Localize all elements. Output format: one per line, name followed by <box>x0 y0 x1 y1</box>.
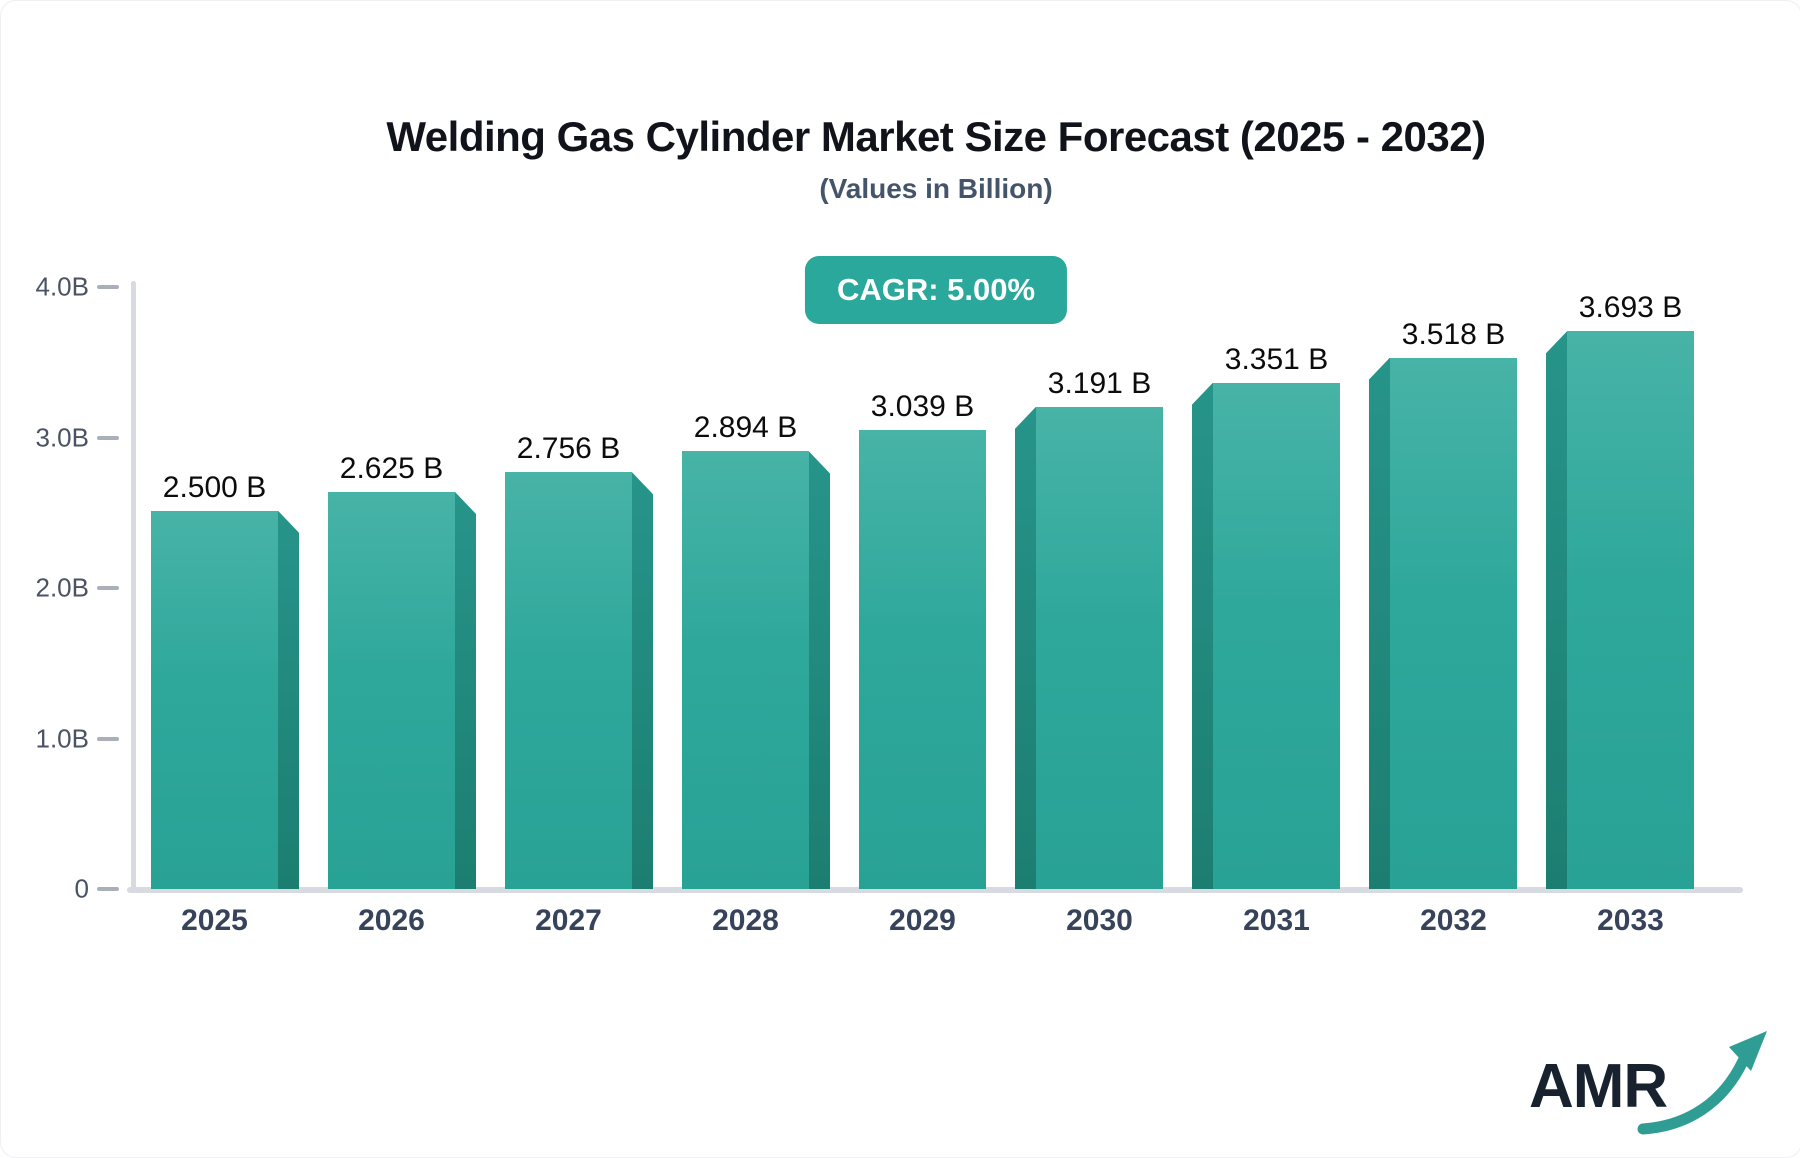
bar-side-face <box>455 491 476 889</box>
y-tick-mark <box>97 887 119 891</box>
x-tick-label: 2028 <box>712 904 779 937</box>
bar-value-label: 2.500 B <box>162 470 267 504</box>
amr-logo-arrow-icon <box>1637 1031 1767 1135</box>
y-tick-label: 4.0B <box>35 271 90 302</box>
x-tick-label: 2027 <box>535 904 602 937</box>
chart-subtitle: (Values in Billion) <box>819 173 1053 204</box>
y-tick-label: 2.0B <box>35 572 90 603</box>
bar-value-label: 2.625 B <box>339 451 444 485</box>
bar-2033 <box>1567 331 1694 889</box>
y-tick-mark <box>97 736 119 741</box>
x-axis-line <box>127 887 1743 893</box>
y-axis-line <box>131 281 136 893</box>
bar-2029 <box>859 429 986 889</box>
cagr-badge: CAGR: 5.00% <box>804 256 1068 324</box>
bar-2028 <box>682 451 809 889</box>
x-tick-label: 2033 <box>1597 904 1664 937</box>
bar-value-label: 3.693 B <box>1578 291 1683 325</box>
y-tick-label: 0 <box>74 873 89 904</box>
bar-2025 <box>151 510 278 889</box>
bar-2026 <box>328 491 455 889</box>
y-tick-mark <box>97 586 119 590</box>
x-tick-label: 2031 <box>1243 904 1310 937</box>
x-tick-label: 2030 <box>1066 904 1133 937</box>
bar-side-face <box>1546 331 1567 889</box>
amr-logo-text: AMR <box>1529 1052 1668 1121</box>
bar-side-face <box>809 451 830 889</box>
bar-side-face <box>632 472 653 889</box>
bar-2032 <box>1390 357 1517 889</box>
y-tick-mark <box>97 435 119 440</box>
x-tick-label: 2032 <box>1420 904 1487 937</box>
bar-value-label: 3.518 B <box>1401 317 1506 351</box>
bar-2027 <box>505 472 632 889</box>
bar-side-face <box>1015 406 1036 889</box>
bar-value-label: 2.756 B <box>516 432 621 466</box>
bar-value-label: 3.351 B <box>1224 342 1329 376</box>
y-tick-label: 1.0B <box>35 723 90 753</box>
bar-2031 <box>1213 382 1340 889</box>
bar-side-face <box>1192 382 1213 889</box>
y-tick-label: 3.0B <box>35 422 90 452</box>
y-tick-mark <box>97 285 119 289</box>
bar-value-label: 3.191 B <box>1047 366 1152 400</box>
bar-side-face <box>278 510 299 889</box>
bar-value-label: 3.039 B <box>870 389 975 423</box>
x-tick-label: 2026 <box>358 904 425 937</box>
chart-title: Welding Gas Cylinder Market Size Forecas… <box>386 113 1486 160</box>
amr-logo: AMR <box>1529 1029 1767 1149</box>
x-tick-label: 2029 <box>889 904 956 937</box>
bar-2030 <box>1036 406 1163 889</box>
bar-value-label: 2.894 B <box>693 411 798 445</box>
x-tick-label: 2025 <box>181 904 248 937</box>
bar-side-face <box>1369 357 1390 889</box>
